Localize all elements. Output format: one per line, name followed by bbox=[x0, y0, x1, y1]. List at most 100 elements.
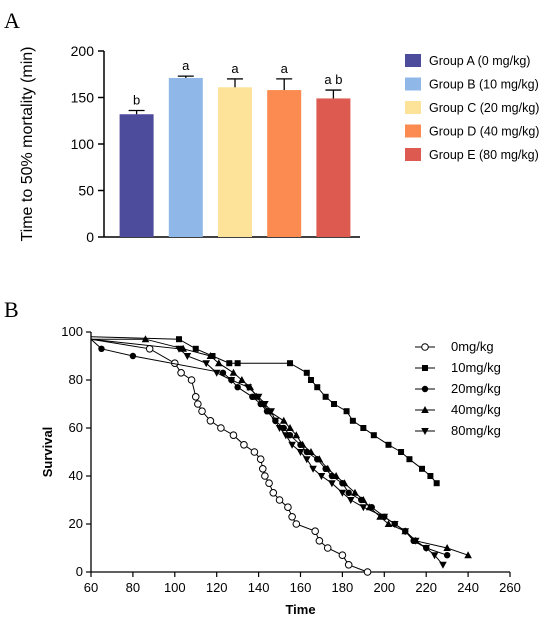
data-point bbox=[419, 465, 426, 472]
data-point bbox=[234, 360, 241, 367]
series-80mgkg bbox=[90, 338, 447, 569]
data-point bbox=[346, 497, 355, 504]
legend-swatch bbox=[405, 54, 421, 67]
x-tick-label: 140 bbox=[248, 580, 270, 595]
data-point bbox=[315, 455, 324, 463]
data-point bbox=[98, 345, 105, 352]
legend-label: Group C (20 mg/kg) bbox=[429, 101, 539, 115]
data-point bbox=[206, 352, 215, 359]
data-point bbox=[271, 417, 280, 425]
data-point bbox=[282, 432, 290, 440]
data-point bbox=[365, 503, 374, 511]
data-point bbox=[338, 489, 347, 497]
data-point bbox=[411, 537, 420, 545]
legend-swatch bbox=[405, 101, 421, 114]
data-point bbox=[177, 369, 185, 377]
x-tick-label: 80 bbox=[126, 580, 140, 595]
data-point bbox=[314, 384, 321, 391]
y-tick-label: 80 bbox=[69, 372, 83, 387]
y-tick-label: 100 bbox=[71, 136, 95, 152]
data-point bbox=[219, 369, 227, 376]
series-0mgkg bbox=[90, 338, 372, 576]
data-point bbox=[179, 344, 187, 352]
data-point bbox=[292, 520, 301, 528]
legend-label: 80mg/kg bbox=[451, 423, 501, 438]
series-line bbox=[91, 338, 469, 556]
series-line bbox=[90, 336, 438, 484]
legend-label: 0mg/kg bbox=[451, 339, 494, 354]
data-point bbox=[288, 513, 296, 521]
y-axis-title: Survival bbox=[40, 427, 55, 478]
data-point bbox=[421, 406, 429, 413]
significance-label: a bbox=[182, 58, 190, 73]
data-point bbox=[406, 456, 413, 463]
y-tick-label: 200 bbox=[71, 43, 95, 59]
data-point bbox=[421, 343, 429, 351]
bar bbox=[316, 98, 351, 238]
data-point bbox=[279, 416, 288, 424]
data-point bbox=[269, 489, 278, 497]
data-point bbox=[359, 504, 368, 512]
survival-chart: 60 80 100 120 140 160 180 200 220 240 260 0 20 40 60 80… bbox=[40, 324, 521, 617]
y-tick-label: 20 bbox=[69, 516, 83, 531]
y-tick-label: 60 bbox=[69, 420, 83, 435]
data-point bbox=[258, 465, 267, 473]
data-point bbox=[464, 551, 472, 559]
data-point bbox=[307, 377, 314, 383]
data-point bbox=[229, 431, 238, 440]
legend-label: 20mg/kg bbox=[451, 381, 501, 396]
y-axis-title: Time to 50% mortality (min) bbox=[19, 47, 36, 242]
y-tick-label: 0 bbox=[76, 564, 83, 579]
legend-swatch bbox=[405, 124, 421, 138]
panel-a-letter: A bbox=[4, 8, 20, 33]
x-tick-label: 180 bbox=[332, 580, 354, 595]
data-point bbox=[267, 408, 275, 416]
data-point bbox=[317, 473, 326, 480]
data-point bbox=[340, 479, 349, 487]
data-point bbox=[433, 480, 440, 487]
data-point bbox=[370, 432, 377, 439]
data-point bbox=[292, 431, 301, 439]
bar bbox=[218, 87, 252, 238]
bar bbox=[119, 114, 154, 237]
data-point bbox=[265, 479, 273, 488]
data-point bbox=[217, 424, 225, 432]
data-point bbox=[227, 377, 236, 384]
data-point bbox=[254, 393, 263, 401]
data-point bbox=[343, 408, 350, 415]
data-point bbox=[443, 552, 451, 559]
series-line bbox=[90, 338, 368, 573]
data-point bbox=[351, 488, 359, 496]
data-point bbox=[191, 393, 200, 401]
data-point bbox=[363, 568, 372, 576]
data-point bbox=[349, 417, 356, 424]
data-point bbox=[332, 472, 340, 479]
data-point bbox=[183, 353, 192, 360]
data-point bbox=[360, 425, 367, 431]
data-point bbox=[198, 407, 206, 416]
data-point bbox=[315, 537, 324, 545]
data-point bbox=[275, 496, 284, 504]
data-point bbox=[192, 345, 199, 352]
series-10mgkg bbox=[90, 336, 440, 487]
data-point bbox=[338, 551, 347, 560]
data-point bbox=[288, 441, 296, 449]
data-point bbox=[328, 480, 336, 488]
panel-b-letter: B bbox=[4, 297, 19, 322]
data-point bbox=[390, 521, 399, 528]
legend-label: 10mg/kg bbox=[451, 360, 501, 375]
significance-label: a bbox=[281, 61, 289, 76]
x-tick-label: 240 bbox=[457, 580, 479, 595]
data-point bbox=[311, 527, 319, 536]
data-point bbox=[250, 448, 259, 456]
data-point bbox=[421, 428, 429, 435]
data-point bbox=[261, 472, 269, 480]
y-tick-label: 100 bbox=[61, 324, 83, 339]
x-tick-label: 260 bbox=[499, 580, 521, 595]
data-point bbox=[303, 369, 310, 376]
data-point bbox=[344, 561, 353, 569]
y-tick-label: 50 bbox=[78, 183, 94, 199]
data-point bbox=[175, 336, 182, 343]
data-point bbox=[422, 545, 430, 552]
